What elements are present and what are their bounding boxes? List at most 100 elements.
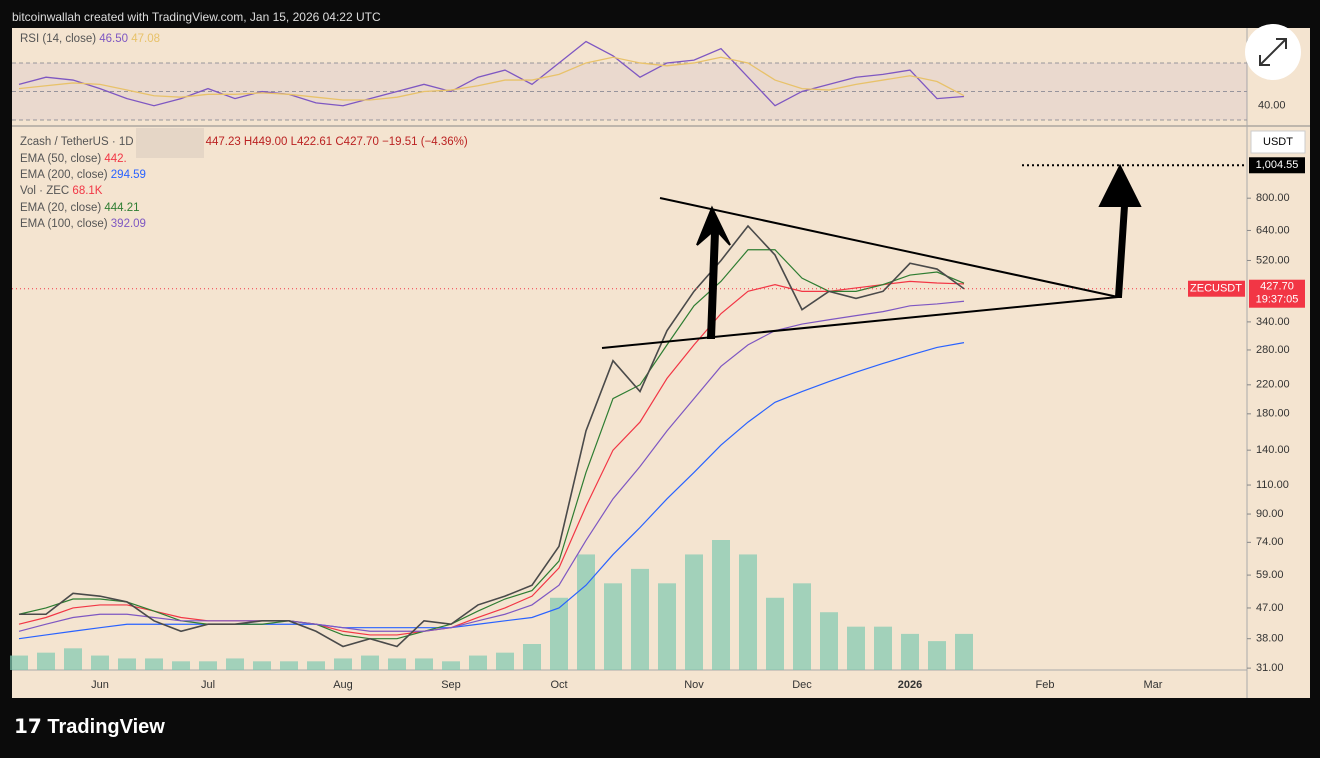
price-tag-text: 427.70 [1260, 281, 1294, 293]
volume-bar [307, 661, 325, 670]
ohlc: 447.23 H449.00 L422.61 C427.70 [205, 136, 379, 148]
volume-bar [631, 568, 649, 670]
label: EMA (100, close) [20, 218, 108, 230]
trendline [659, 197, 1119, 298]
volume-bar [523, 644, 541, 670]
volume-bar [820, 612, 838, 670]
volume-bar [253, 661, 271, 670]
y-tick-label: 640.00 [1256, 224, 1290, 236]
y-tick-label: 31.00 [1256, 662, 1284, 674]
volume-bar [928, 641, 946, 670]
countdown: 19:37:05 [1256, 294, 1299, 306]
volume-bar [766, 597, 784, 670]
x-tick-label: Jul [201, 679, 215, 691]
symbol-legend: Zcash / TetherUS · 1D 447.23 H449.00 L422… [20, 128, 468, 158]
brand: 𝟭𝟳 TradingView [14, 714, 165, 739]
symbol-tag [1188, 280, 1245, 297]
x-tick-label: Dec [792, 679, 812, 691]
volume-bar [280, 661, 298, 670]
label: EMA (20, close) [20, 202, 102, 214]
volume-bar [955, 633, 973, 670]
volume-bar [847, 626, 865, 670]
value: 444.21 [104, 202, 140, 214]
value: 294.59 [110, 169, 146, 181]
arrow [1098, 163, 1142, 298]
target-tag [1249, 157, 1305, 174]
volume-bar [226, 658, 244, 670]
blur [135, 128, 204, 158]
volume-bar [388, 658, 406, 670]
y-tick-label: 520.00 [1256, 254, 1290, 266]
x-tick-label: Sep [441, 679, 461, 691]
series-line [18, 342, 965, 640]
volume-bar [658, 583, 676, 670]
volume-bar [145, 658, 163, 670]
volume-bar [469, 655, 487, 670]
volume-bar [874, 626, 892, 670]
x-tick-label: Oct [550, 679, 567, 691]
y-tick-label: 280.00 [1256, 344, 1290, 356]
volume-bar [496, 652, 514, 670]
y-tick-label: 38.00 [1256, 633, 1284, 645]
volume-bar [10, 655, 28, 670]
change: −19.51 (−4.36%) [382, 136, 468, 148]
y-tick-label: 90.00 [1256, 508, 1284, 520]
volume-bar [550, 597, 568, 670]
series-line [18, 40, 965, 107]
brand-name: TradingView [47, 716, 165, 738]
volume-bar [199, 661, 217, 670]
volume-bar [577, 554, 595, 670]
volume-bar [604, 583, 622, 670]
volume-bar [712, 540, 730, 670]
y-tick-label: 340.00 [1256, 316, 1290, 328]
volume-bar [118, 658, 136, 670]
volume-bar [91, 655, 109, 670]
symbol-tag-text: ZECUSDT [1190, 283, 1242, 295]
label: EMA (50, close) [20, 153, 102, 165]
x-tick-label: Jun [91, 679, 109, 691]
value: 442. [104, 153, 127, 165]
x-tick-label: Nov [684, 679, 704, 691]
volume-bar [793, 583, 811, 670]
y-tick-label: 220.00 [1256, 379, 1290, 391]
y-tick-label: 47.00 [1256, 602, 1284, 614]
arrow [696, 205, 731, 339]
legend-row: EMA (200, close) 294.59 [20, 169, 146, 181]
y-tick-label: 74.00 [1256, 536, 1284, 548]
series-line [18, 300, 965, 632]
label: EMA (200, close) [20, 169, 108, 181]
x-tick-label: Aug [333, 679, 353, 691]
label: Vol · ZEC [20, 185, 70, 197]
volume-bar [415, 658, 433, 670]
y-tick-label: 110.00 [1256, 479, 1289, 491]
header: bitcoinwallah created with TradingView.c… [12, 10, 381, 24]
volume-bar [172, 661, 190, 670]
series-line [18, 249, 965, 640]
value: 46.50 [99, 33, 129, 45]
target-tag-text: 1,004.55 [1256, 159, 1299, 171]
logo-mark: 𝟭𝟳 [14, 716, 42, 738]
y-tick-label: 59.00 [1256, 569, 1284, 581]
x-tick-label: Feb [1036, 679, 1055, 691]
volume-bar [64, 648, 82, 670]
y-tick-label: 140.00 [1256, 444, 1290, 456]
expand-icon [1259, 38, 1287, 66]
rsi-band-fill [12, 62, 1247, 121]
price-tag [1249, 279, 1305, 308]
x-tick-label: Mar [1144, 679, 1163, 691]
symbol: Zcash / TetherUS · 1D [20, 136, 134, 148]
y-tick-label: 40.00 [1258, 100, 1286, 112]
label: RSI (14, close) [20, 33, 97, 45]
y-tick-label: 180.00 [1256, 408, 1290, 420]
volume-bar [442, 661, 460, 670]
volume-bar [334, 658, 352, 670]
x-tick-label: 2026 [898, 679, 922, 691]
legend-row: Vol · ZEC 68.1K [20, 185, 102, 197]
series-line [19, 224, 965, 648]
legend-row: EMA (100, close) 392.09 [20, 218, 146, 230]
volume-bar [37, 652, 55, 670]
value: 392.09 [110, 218, 146, 230]
trendline [601, 296, 1119, 349]
